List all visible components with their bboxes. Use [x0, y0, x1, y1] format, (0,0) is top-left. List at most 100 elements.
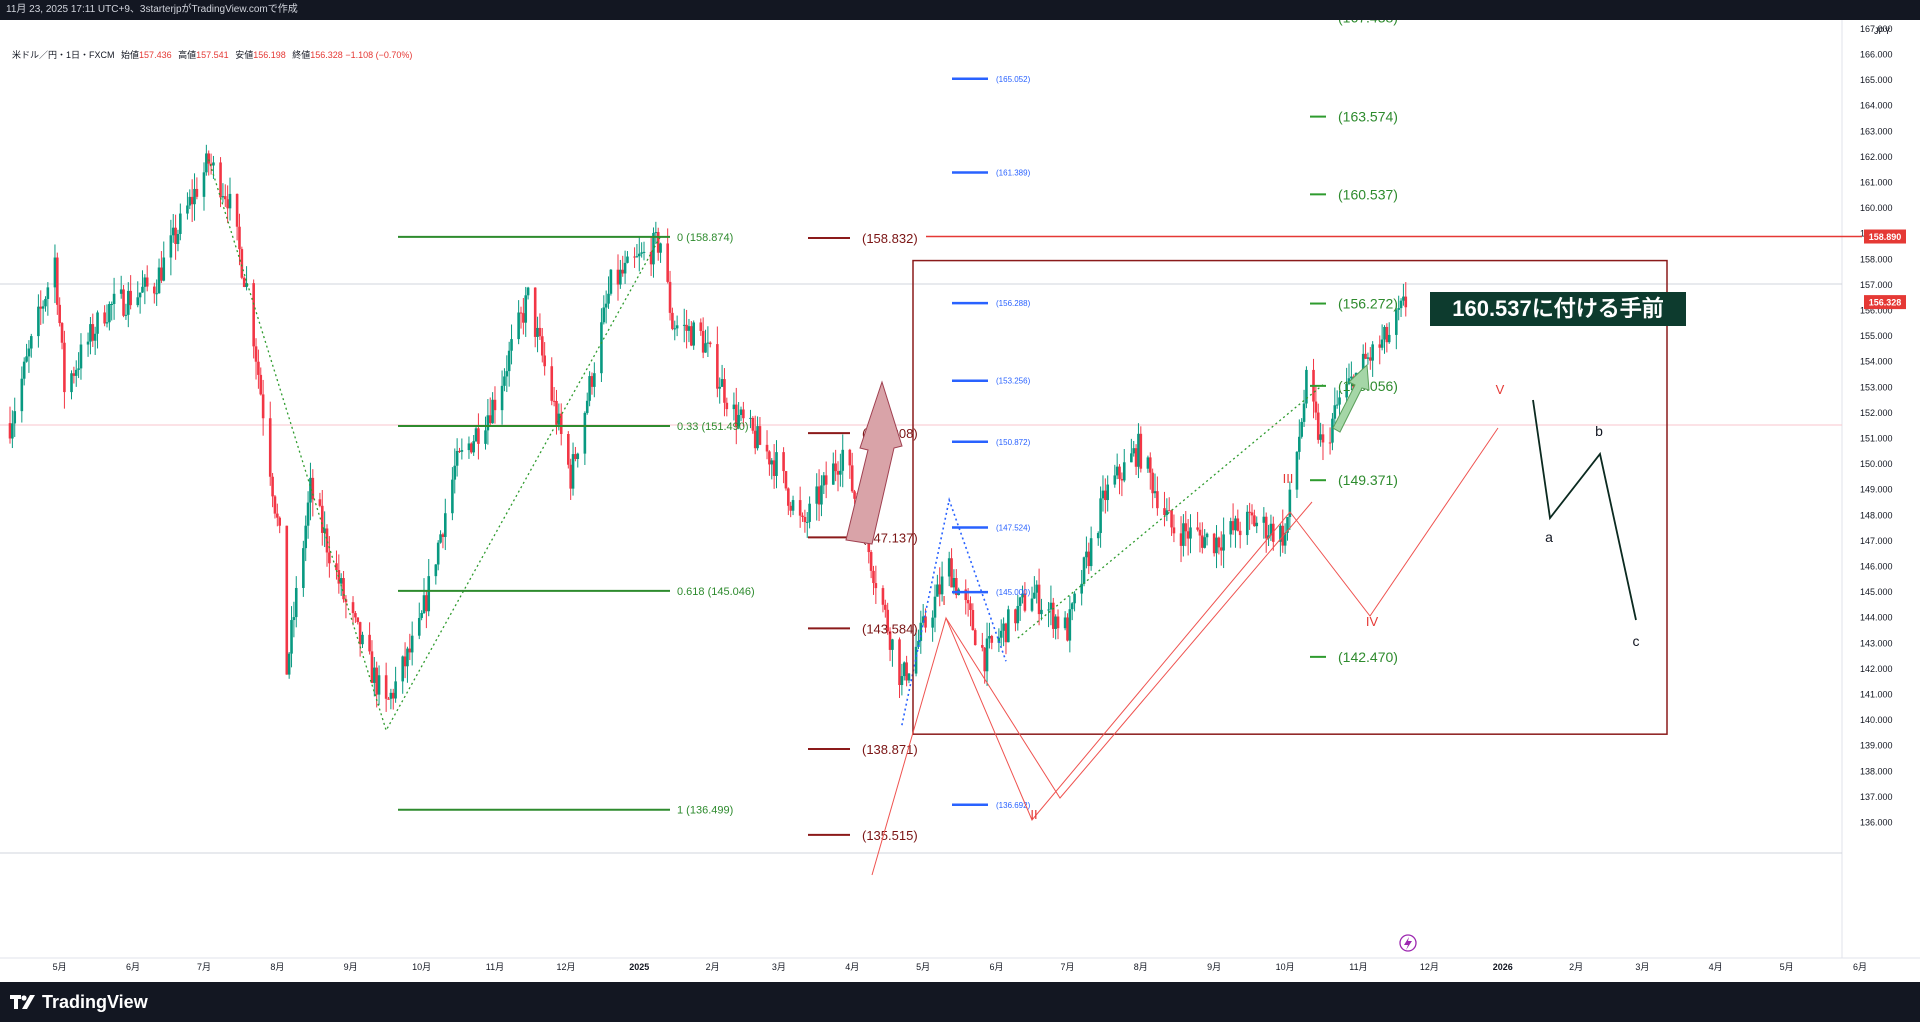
candle-body: [1368, 357, 1372, 361]
candle-body: [1262, 516, 1266, 523]
candle-body: [1305, 369, 1308, 404]
x-tick-label: 6月: [990, 962, 1004, 972]
candle-body: [1364, 353, 1367, 359]
target-level-label: (167.438): [1338, 20, 1398, 26]
candle-body: [898, 639, 901, 686]
y-tick-label: 150.000: [1860, 459, 1893, 469]
candle-body: [188, 196, 192, 206]
fib-level-label: 0 (158.874): [677, 232, 733, 244]
candle-body: [522, 313, 525, 323]
y-tick-label: 164.000: [1860, 101, 1893, 111]
candle-body: [966, 600, 970, 604]
tradingview-logo[interactable]: TradingView: [10, 992, 148, 1013]
abc-wave-label: a: [1545, 529, 1553, 545]
candle-body: [252, 283, 255, 347]
candle-body: [1063, 617, 1067, 629]
candle-body: [451, 479, 454, 514]
candle-body: [716, 344, 719, 389]
candle-body: [1366, 357, 1370, 359]
price-chart[interactable]: JPY171.000170.000169.000168.000167.00016…: [0, 20, 1920, 982]
candle-body: [1250, 512, 1254, 516]
y-tick-label: 151.000: [1860, 434, 1893, 444]
x-tick-label: 9月: [1207, 962, 1221, 972]
candle-body: [985, 638, 989, 672]
y-tick-label: 147.000: [1860, 536, 1893, 546]
candle-body: [682, 324, 686, 326]
x-tick-label: 12月: [1420, 962, 1439, 972]
y-tick-label: 144.000: [1860, 613, 1893, 623]
y-tick-label: 149.000: [1860, 485, 1893, 495]
candle-body: [1196, 527, 1199, 530]
candle-body: [675, 325, 679, 329]
capture-header: 11月 23, 2025 17:11 UTC+9、3starterjpがTrad…: [0, 0, 1920, 20]
candle-body: [271, 476, 274, 497]
candle-body: [656, 232, 660, 253]
candle-body: [425, 595, 428, 612]
candle-body: [328, 552, 331, 564]
candle-body: [585, 400, 589, 413]
candle-body: [488, 415, 492, 424]
elliott-channel-line: [945, 501, 1313, 799]
candle-body: [1113, 475, 1117, 485]
candle-body: [1082, 557, 1086, 584]
swing-dotted-line: [208, 159, 662, 732]
candle-body: [1399, 300, 1403, 309]
candle-body: [259, 374, 263, 395]
candle-body: [931, 617, 934, 628]
candle-body: [567, 433, 570, 465]
candle-body: [734, 404, 738, 427]
candle-body: [1253, 515, 1256, 527]
candle-body: [1264, 516, 1268, 539]
candle-body: [1153, 491, 1157, 494]
candle-body: [725, 402, 729, 410]
candle-body: [1345, 383, 1348, 398]
candle-body: [1328, 442, 1332, 444]
candle-body: [358, 622, 362, 645]
candle-body: [342, 578, 345, 600]
candle-body: [990, 636, 994, 643]
candle-body: [1130, 453, 1133, 463]
candle-body: [384, 675, 388, 699]
candle-body: [621, 269, 625, 274]
candle-body: [1380, 339, 1384, 348]
y-tick-label: 136.000: [1860, 818, 1893, 828]
candle-body: [110, 303, 114, 305]
candle-body: [1352, 376, 1356, 394]
candle-body: [1122, 462, 1126, 481]
candle-body: [1146, 457, 1150, 469]
candle-body: [1402, 296, 1405, 301]
tradingview-icon: [10, 995, 35, 1009]
candle-body: [1170, 510, 1173, 528]
candle-body: [1080, 583, 1083, 594]
symbol-legend: 米ドル／円・1日・FXCM 始値157.436 高値157.541 安値156.…: [12, 48, 412, 61]
candle-body: [637, 253, 641, 257]
candle-body: [276, 513, 279, 518]
candle-body: [886, 609, 889, 632]
candle-body: [335, 563, 338, 571]
candle-body: [467, 443, 471, 451]
candle-body: [954, 577, 958, 596]
candle-body: [77, 368, 80, 370]
candle-body: [1056, 616, 1060, 629]
wave-dotted-line: [1017, 384, 1324, 639]
candle-body: [20, 378, 24, 412]
chart-area[interactable]: JPY171.000170.000169.000168.000167.00016…: [0, 20, 1920, 982]
x-tick-label: 5月: [53, 962, 67, 972]
candle-body: [820, 485, 823, 505]
candle-body: [1316, 412, 1320, 440]
candle-body: [422, 595, 426, 613]
candle-body: [70, 373, 73, 393]
candle-body: [555, 400, 558, 425]
candle-body: [519, 312, 523, 314]
x-tick-label: 4月: [845, 962, 859, 972]
candle-body: [285, 525, 289, 675]
symbol-name[interactable]: 米ドル／円・1日・FXCM: [12, 50, 115, 60]
candle-body: [588, 376, 591, 401]
candle-body: [1018, 597, 1022, 606]
x-tick-label: 2月: [1569, 962, 1583, 972]
candle-body: [86, 341, 90, 345]
candle-body: [571, 454, 575, 489]
candle-body: [1378, 344, 1382, 348]
candle-body: [8, 423, 12, 439]
candle-body: [536, 327, 539, 337]
